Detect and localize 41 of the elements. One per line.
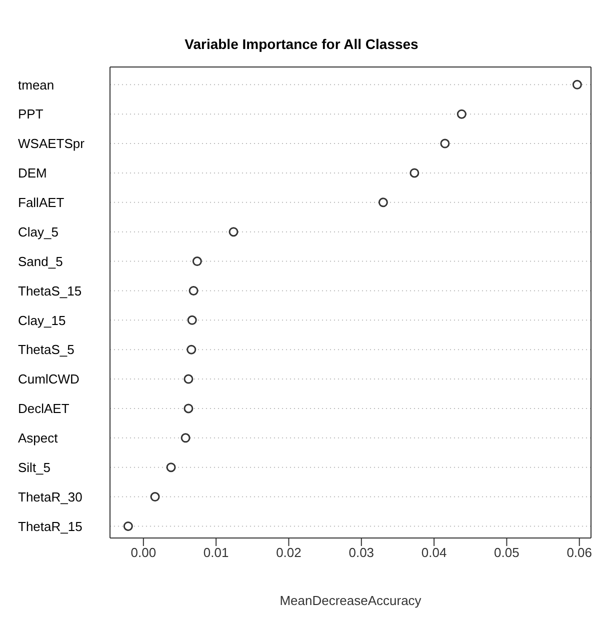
point <box>228 227 238 237</box>
x-axis-title: MeanDecreaseAccuracy <box>280 593 422 608</box>
y-tick-label: ThetaS_15 <box>18 283 82 298</box>
point <box>184 374 194 384</box>
point <box>186 344 196 354</box>
point <box>188 286 198 296</box>
chart-title: Variable Importance for All Classes <box>184 35 420 54</box>
point <box>192 256 202 266</box>
y-tick-label: DEM <box>18 166 47 181</box>
x-tick-label: 0.00 <box>130 545 156 560</box>
point <box>378 198 388 208</box>
point <box>184 404 194 414</box>
y-tick-label: WSAETSpr <box>18 136 86 152</box>
y-tick-label: PPT <box>18 106 44 122</box>
x-tick-label: 0.05 <box>494 545 520 560</box>
x-tick-label: 0.04 <box>421 545 447 560</box>
point <box>456 109 466 119</box>
y-tick-label: Clay_15 <box>18 312 66 328</box>
x-tick-label: 0.02 <box>276 545 302 560</box>
point <box>572 80 582 90</box>
point <box>150 492 160 502</box>
y-tick-label: Silt_5 <box>18 460 51 475</box>
point <box>123 521 133 531</box>
point <box>187 315 197 325</box>
point <box>440 138 450 148</box>
y-tick-label: FallAET <box>18 195 64 210</box>
point <box>166 462 176 472</box>
x-tick-label: 0.03 <box>348 545 374 560</box>
x-tick-label: 0.06 <box>566 545 592 560</box>
point <box>410 168 420 178</box>
y-tick-label: DeclAET <box>18 401 70 416</box>
x-tick-label: 0.01 <box>203 545 229 560</box>
point <box>180 433 190 443</box>
y-tick-label: CumlCWD <box>18 372 80 387</box>
y-tick-label: Sand_5 <box>18 254 63 269</box>
y-tick-label: ThetaR_15 <box>18 518 82 534</box>
y-tick-label: ThetaS_5 <box>18 342 74 358</box>
y-tick-label: tmean <box>18 77 54 92</box>
y-tick-label: Aspect <box>18 430 58 446</box>
y-tick-label: ThetaR_30 <box>18 489 82 504</box>
y-tick-label: Clay_5 <box>18 224 58 240</box>
